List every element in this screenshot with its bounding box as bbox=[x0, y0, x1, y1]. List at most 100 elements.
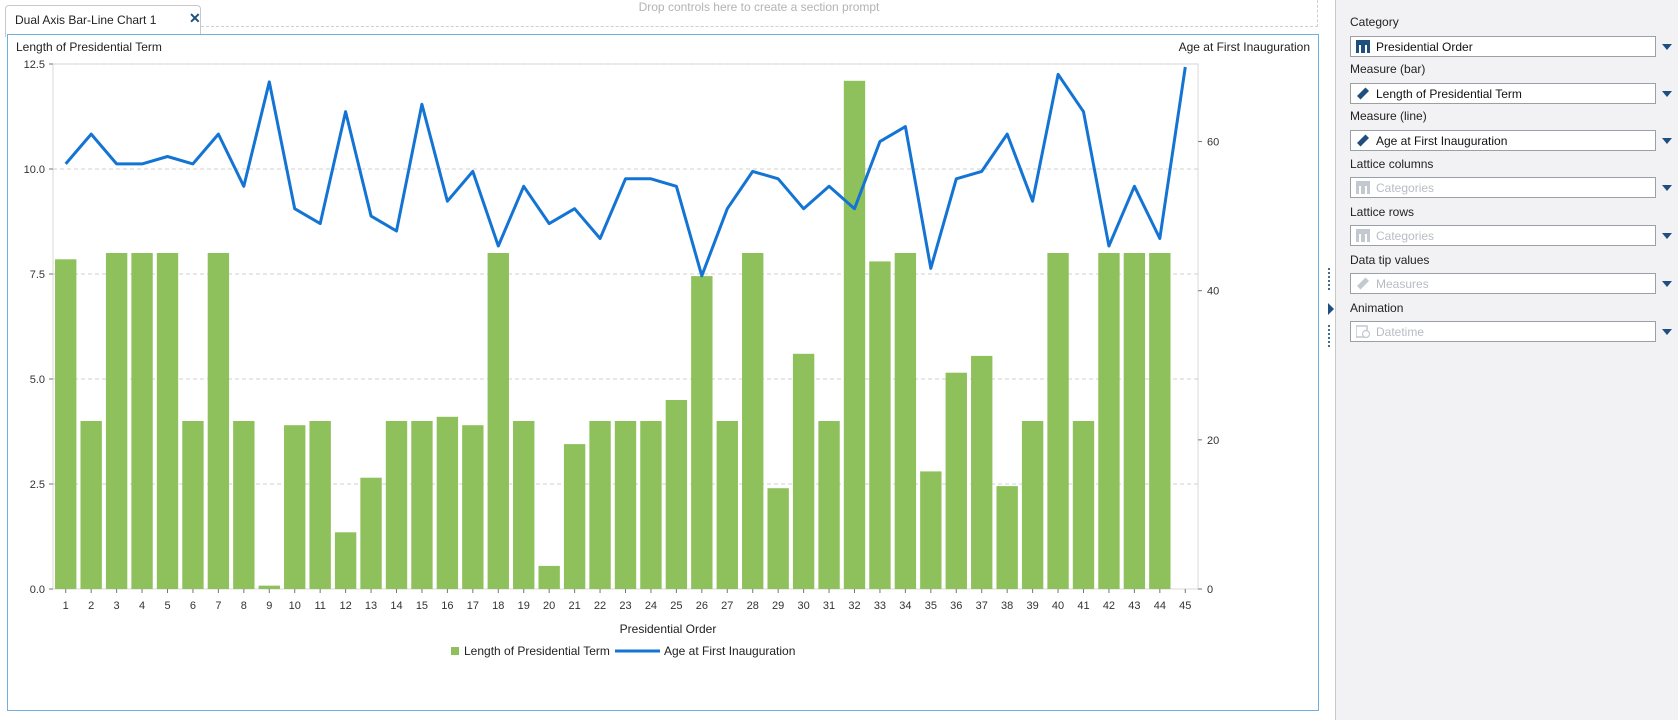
lattice-rows-dropdown-icon[interactable] bbox=[1662, 233, 1672, 239]
bar-term-length[interactable] bbox=[563, 444, 586, 589]
x-tick-label: 27 bbox=[721, 600, 733, 612]
x-tick-label: 32 bbox=[848, 600, 860, 612]
bar-term-length[interactable] bbox=[665, 400, 688, 589]
x-tick-label: 14 bbox=[390, 600, 402, 612]
bar-term-length[interactable] bbox=[411, 421, 433, 589]
bar-term-length[interactable] bbox=[1149, 253, 1171, 589]
bar-term-length[interactable] bbox=[691, 276, 713, 589]
line-age-at-inauguration[interactable] bbox=[64, 66, 1187, 278]
bar-term-length[interactable] bbox=[818, 421, 840, 589]
bar-term-length[interactable] bbox=[360, 477, 382, 589]
x-tick-label: 33 bbox=[874, 600, 886, 612]
bar-term-length[interactable] bbox=[716, 421, 738, 589]
x-tick-label: 35 bbox=[925, 600, 937, 612]
bar-term-length[interactable] bbox=[55, 259, 77, 589]
bar-term-length[interactable] bbox=[1072, 421, 1095, 589]
x-tick-label: 19 bbox=[518, 600, 530, 612]
measure-bar-dropdown-icon[interactable] bbox=[1662, 91, 1672, 97]
bar-term-length[interactable] bbox=[971, 355, 993, 589]
bar-term-length[interactable] bbox=[258, 585, 280, 589]
panel-divider bbox=[1335, 0, 1336, 720]
bar-term-length[interactable] bbox=[1123, 253, 1146, 589]
bar-term-length[interactable] bbox=[843, 80, 866, 590]
legend-line-label: Age at First Inauguration bbox=[664, 644, 795, 658]
measure-bar-role-field[interactable]: Length of Presidential Term bbox=[1350, 83, 1656, 104]
measure-line-role-field[interactable]: Age at First Inauguration bbox=[1350, 130, 1656, 151]
animation-dropdown-icon[interactable] bbox=[1662, 329, 1672, 335]
collapse-panel-arrow-icon[interactable] bbox=[1328, 303, 1334, 315]
role-label-measure-bar: Measure (bar) bbox=[1350, 62, 1426, 76]
right-tick-label: 40 bbox=[1207, 286, 1219, 298]
bar-term-length[interactable] bbox=[1021, 421, 1044, 589]
bar-term-length[interactable] bbox=[309, 421, 331, 589]
bar-term-length[interactable] bbox=[513, 421, 535, 589]
bar-term-length[interactable] bbox=[156, 253, 179, 589]
data-tip-values-role-field[interactable]: Measures bbox=[1350, 273, 1656, 294]
left-tick-label: 5.0 bbox=[30, 374, 45, 386]
bar-term-length[interactable] bbox=[131, 253, 153, 589]
bar-term-length[interactable] bbox=[996, 486, 1018, 589]
x-tick-label: 30 bbox=[797, 600, 809, 612]
bar-term-length[interactable] bbox=[182, 421, 204, 589]
bar-term-length[interactable] bbox=[894, 253, 917, 589]
bar-term-length[interactable] bbox=[462, 425, 484, 589]
bar-term-length[interactable] bbox=[385, 421, 408, 589]
bar-term-length[interactable] bbox=[869, 261, 891, 589]
bar-term-length[interactable] bbox=[589, 421, 611, 589]
bar-term-length[interactable] bbox=[792, 353, 815, 589]
bar-term-length[interactable] bbox=[105, 253, 128, 589]
bar-term-length[interactable] bbox=[1098, 253, 1120, 589]
bar-term-length[interactable] bbox=[1047, 253, 1069, 589]
bar-term-length[interactable] bbox=[742, 253, 764, 589]
x-tick-label: 23 bbox=[619, 600, 631, 612]
bar-term-length[interactable] bbox=[767, 488, 789, 589]
x-tick-label: 2 bbox=[88, 600, 94, 612]
bar-term-length[interactable] bbox=[945, 372, 967, 589]
category-dropdown-icon[interactable] bbox=[1662, 44, 1672, 50]
category-role-field[interactable]: Presidential Order bbox=[1350, 36, 1656, 57]
bar-term-length[interactable] bbox=[80, 421, 102, 589]
bar-term-length[interactable] bbox=[436, 416, 459, 589]
x-tick-label: 21 bbox=[568, 600, 580, 612]
lattice-rows-role-field[interactable]: Categories bbox=[1350, 225, 1656, 246]
left-tick-label: 2.5 bbox=[30, 479, 45, 491]
close-icon[interactable]: ✕ bbox=[189, 10, 201, 26]
bar-term-length[interactable] bbox=[334, 532, 357, 589]
left-tick-label: 10.0 bbox=[24, 164, 45, 176]
bar-term-length[interactable] bbox=[538, 565, 560, 589]
roles-panel: Category Presidential Order Measure (bar… bbox=[1336, 0, 1678, 720]
measure-icon bbox=[1356, 87, 1370, 100]
role-label-category: Category bbox=[1350, 15, 1399, 29]
x-tick-label: 36 bbox=[950, 600, 962, 612]
bar-term-length[interactable] bbox=[487, 253, 509, 589]
datetime-icon bbox=[1355, 325, 1371, 339]
lattice-columns-role-field[interactable]: Categories bbox=[1350, 177, 1656, 198]
category-icon bbox=[1356, 181, 1370, 194]
x-tick-label: 44 bbox=[1154, 600, 1166, 612]
panel-resize-grip-bottom[interactable] bbox=[1328, 325, 1332, 347]
x-tick-label: 43 bbox=[1128, 600, 1140, 612]
section-prompt-drop-zone[interactable]: Drop controls here to create a section p… bbox=[201, 0, 1318, 27]
bar-term-length[interactable] bbox=[207, 253, 230, 589]
lattice-rows-placeholder: Categories bbox=[1376, 229, 1435, 243]
chart-tab[interactable]: Dual Axis Bar-Line Chart 1 ✕ bbox=[5, 5, 201, 37]
role-label-lattice-rows: Lattice rows bbox=[1350, 205, 1415, 219]
panel-resize-grip-top[interactable] bbox=[1328, 268, 1332, 290]
measure-line-dropdown-icon[interactable] bbox=[1662, 138, 1672, 144]
bar-term-length[interactable] bbox=[640, 421, 662, 589]
bar-term-length[interactable] bbox=[920, 471, 942, 589]
bar-term-length[interactable] bbox=[284, 425, 306, 589]
bar-term-length[interactable] bbox=[614, 421, 637, 589]
x-tick-label: 6 bbox=[190, 600, 196, 612]
x-tick-label: 10 bbox=[289, 600, 301, 612]
data-tip-values-dropdown-icon[interactable] bbox=[1662, 281, 1672, 287]
x-tick-label: 11 bbox=[314, 600, 325, 612]
bar-term-length[interactable] bbox=[233, 421, 255, 589]
measure-icon bbox=[1356, 134, 1370, 147]
animation-role-field[interactable]: Datetime bbox=[1350, 321, 1656, 342]
right-tick-label: 60 bbox=[1207, 137, 1219, 149]
chart-frame[interactable]: Length of Presidential Term Age at First… bbox=[7, 34, 1319, 711]
lattice-columns-dropdown-icon[interactable] bbox=[1662, 185, 1672, 191]
x-tick-label: 45 bbox=[1179, 600, 1191, 612]
x-tick-label: 39 bbox=[1026, 600, 1038, 612]
